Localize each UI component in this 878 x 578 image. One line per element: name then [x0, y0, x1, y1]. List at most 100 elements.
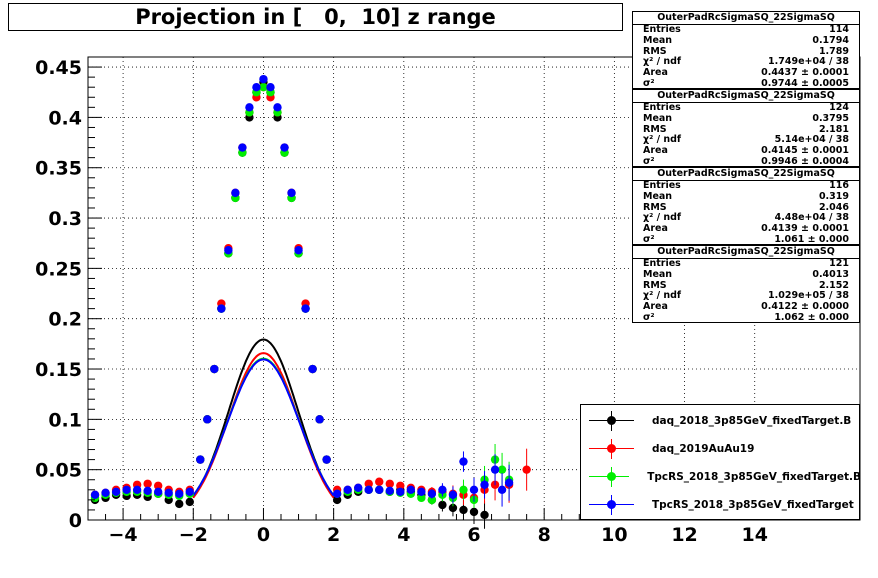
data-point [448, 503, 458, 513]
data-point [231, 188, 240, 198]
x-tick-label: 12 [671, 524, 697, 546]
y-tick-label: 0.2 [48, 309, 82, 331]
stat-box-1: OuterPadRcSigmaSQ_22SigmaSQ Entries 114 M… [632, 11, 860, 89]
x-tick-labels: −4 −2 0 2 4 6 8 10 12 14 [109, 524, 768, 546]
stat-label-chi2: χ² / ndf [643, 212, 682, 224]
data-points [90, 74, 531, 529]
data-point [143, 479, 152, 488]
stat-label-mean: Mean [643, 112, 673, 124]
fit-curve [192, 357, 335, 497]
data-point [308, 364, 317, 374]
y-tick-label: 0.4 [48, 107, 82, 129]
x-tick-label: 2 [327, 524, 340, 546]
stat-chi2ndf: 4.48e+04 / 38 [774, 212, 849, 224]
y-tick-label: 0.1 [48, 409, 82, 431]
data-point [354, 483, 363, 492]
data-point [185, 497, 194, 507]
legend-entry: TpcRS_2018_3p85GeV_fixedTarget.B [581, 467, 861, 487]
data-point [364, 479, 373, 488]
stat-area: 0.4139 ± 0.0001 [761, 223, 849, 235]
stat-area: 0.4122 ± 0.0000 [761, 301, 849, 313]
stat-area: 0.4437 ± 0.0001 [761, 67, 849, 79]
data-point [438, 500, 447, 510]
stat-box-3: OuterPadRcSigmaSQ_22SigmaSQ Entries 116 M… [632, 167, 860, 245]
data-point [497, 485, 507, 495]
data-point [101, 488, 110, 498]
stat-area: 0.4145 ± 0.0001 [761, 145, 849, 157]
data-point [196, 455, 205, 464]
stat-label-sigma: σ² [643, 233, 655, 245]
data-point [417, 487, 426, 497]
stat-box-2: OuterPadRcSigmaSQ_22SigmaSQ Entries 124 M… [632, 89, 860, 167]
fit-curve [192, 358, 335, 497]
data-point [406, 485, 416, 495]
stat-box-title: OuterPadRcSigmaSQ_22SigmaSQ [633, 246, 859, 259]
data-point [266, 82, 275, 92]
legend: daq_2018_3p85GeV_fixedTarget.B daq_2019A… [580, 404, 861, 520]
stat-rms: 1.789 [818, 45, 849, 57]
stat-label-rms: RMS [643, 123, 667, 135]
legend-label: TpcRS_2018_3p85GeV_fixedTarget [652, 499, 854, 511]
stat-entries: 121 [829, 258, 849, 269]
stat-sigma: 1.062 ± 0.000 [774, 311, 849, 323]
data-point [153, 487, 163, 497]
data-point [427, 489, 437, 499]
data-point [480, 510, 489, 520]
stat-label-area: Area [643, 145, 668, 157]
y-tick-label: 0 [69, 510, 82, 532]
stat-box-4: OuterPadRcSigmaSQ_22SigmaSQ Entries 121 M… [632, 245, 860, 323]
data-point [153, 481, 163, 490]
data-point [217, 304, 226, 313]
y-tick-label: 0.15 [35, 359, 82, 381]
stat-label-sigma: σ² [643, 77, 655, 89]
stat-label-area: Area [643, 67, 668, 79]
data-point [175, 499, 184, 509]
x-tick-label: 14 [742, 524, 768, 546]
data-point [259, 82, 268, 92]
data-point [332, 495, 342, 505]
data-point [396, 487, 405, 497]
x-tick-label: −2 [179, 524, 208, 546]
stat-label-entries: Entries [643, 24, 681, 35]
legend-marker [589, 411, 634, 431]
y-tick-label: 0.35 [35, 158, 82, 180]
stat-label-mean: Mean [643, 190, 673, 202]
data-point [238, 143, 247, 152]
stat-label-chi2: χ² / ndf [643, 290, 682, 302]
stat-label-area: Area [643, 301, 668, 313]
data-point [459, 505, 468, 515]
legend-label: daq_2019AuAu19 [652, 443, 755, 455]
x-tick-label: 4 [397, 524, 410, 546]
stat-label-mean: Mean [643, 268, 673, 280]
stat-label-mean: Mean [643, 34, 673, 46]
data-point [203, 415, 212, 424]
data-point [385, 479, 394, 488]
stat-box-title: OuterPadRcSigmaSQ_22SigmaSQ [633, 90, 859, 103]
data-point [280, 143, 289, 152]
x-tick-label: −4 [109, 524, 138, 546]
legend-label: daq_2018_3p85GeV_fixedTarget.B [652, 415, 852, 427]
x-tick-label: 0 [257, 524, 270, 546]
stat-label-chi2: χ² / ndf [643, 134, 682, 146]
chart-title: Projection in [ 0, 10] z range [8, 3, 623, 31]
data-point [396, 481, 405, 490]
legend-entry: TpcRS_2018_3p85GeV_fixedTarget [581, 495, 861, 515]
stat-label-rms: RMS [643, 201, 667, 213]
data-point [417, 493, 426, 503]
data-point [522, 465, 531, 474]
stat-mean: 0.4013 [812, 268, 849, 280]
data-point [122, 485, 131, 495]
data-point [480, 480, 489, 489]
stat-mean: 0.319 [818, 190, 849, 202]
data-point [469, 485, 479, 495]
data-point [143, 486, 152, 496]
stat-box-title: OuterPadRcSigmaSQ_22SigmaSQ [633, 12, 859, 25]
stat-label-sigma: σ² [643, 311, 655, 323]
x-tick-label: 6 [467, 524, 480, 546]
stat-chi2ndf: 1.029e+05 / 38 [768, 290, 849, 302]
y-tick-label: 0.05 [35, 460, 82, 482]
data-point [224, 246, 233, 255]
data-point [427, 495, 437, 505]
data-point [375, 477, 384, 486]
data-point [185, 487, 194, 497]
